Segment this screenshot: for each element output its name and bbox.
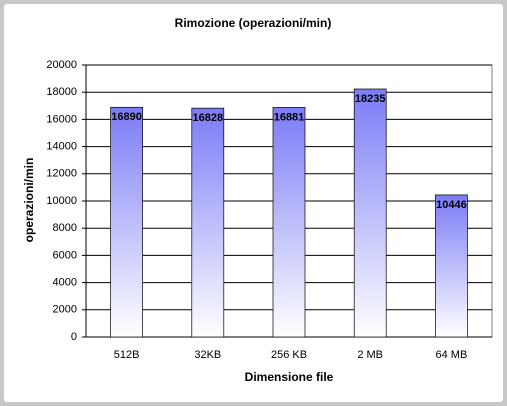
x-tick-label: 2 MB: [357, 349, 383, 361]
y-tick-label: 12000: [46, 168, 77, 180]
bar: [353, 88, 387, 338]
y-tick-label: 8000: [53, 222, 77, 234]
data-label: 16890: [111, 111, 142, 123]
data-label: 16881: [274, 111, 305, 123]
y-tick-label: 0: [71, 331, 77, 343]
bar: [272, 107, 306, 338]
y-axis-title: operazioni/min: [22, 158, 36, 243]
x-tick-label: 256 KB: [271, 349, 307, 361]
data-label: 18235: [355, 93, 386, 105]
data-label: 10446: [436, 199, 467, 211]
y-tick-label: 2000: [53, 304, 77, 316]
y-tick-label: 10000: [46, 195, 77, 207]
y-tick-label: 14000: [46, 141, 77, 153]
y-tick-label: 20000: [46, 59, 77, 71]
x-tick-label: 64 MB: [436, 349, 468, 361]
bar: [191, 107, 225, 338]
y-tick-label: 6000: [53, 249, 77, 261]
bar: [110, 106, 143, 338]
y-tick-label: 18000: [46, 86, 77, 98]
y-tick-label: 16000: [46, 113, 77, 125]
y-tick-label: 4000: [53, 277, 77, 289]
chart-area: [4, 4, 503, 402]
x-tick-label: 32KB: [194, 349, 221, 361]
x-axis-title: Dimensione file: [245, 370, 334, 384]
data-label: 16828: [193, 112, 224, 124]
chart-title: Rimozione (operazioni/min): [175, 16, 332, 30]
bar: [435, 194, 468, 338]
x-tick-label: 512B: [114, 349, 140, 361]
